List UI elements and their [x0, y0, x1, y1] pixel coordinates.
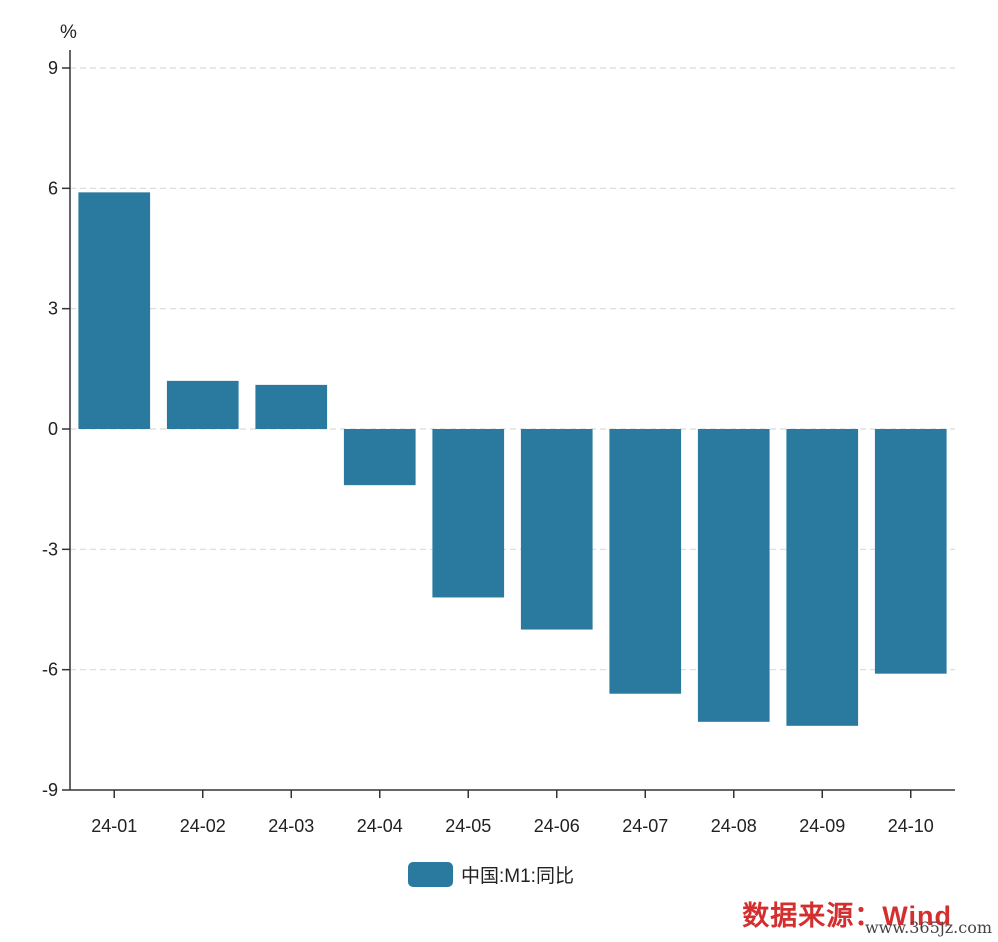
x-tick-label: 24-02	[180, 816, 226, 836]
x-tick-label: 24-10	[888, 816, 934, 836]
y-axis-unit: %	[60, 22, 77, 43]
bar-24-05[interactable]	[432, 429, 505, 598]
x-tick-label: 24-01	[91, 816, 137, 836]
bar-24-03[interactable]	[255, 384, 328, 429]
bar-24-01[interactable]	[78, 192, 151, 429]
x-axis-ticks: 24-01 24-02 24-03 24-04 24-05 24-06 24-07 24-08…	[91, 790, 934, 836]
axes	[69, 50, 955, 791]
y-tick-label: 9	[48, 58, 58, 78]
bar-24-06[interactable]	[520, 429, 593, 630]
x-tick-label: 24-04	[357, 816, 403, 836]
x-tick-label: 24-03	[268, 816, 314, 836]
y-tick-label: 0	[48, 419, 58, 439]
y-tick-label: -6	[42, 660, 58, 680]
bar-24-09[interactable]	[786, 429, 859, 726]
x-tick-label: 24-06	[534, 816, 580, 836]
bar-24-10[interactable]	[874, 429, 947, 674]
legend-label: 中国:M1:同比	[461, 865, 574, 887]
x-tick-label: 24-07	[622, 816, 668, 836]
bar-24-02[interactable]	[166, 380, 239, 429]
legend[interactable]: 中国:M1:同比	[408, 860, 574, 888]
y-tick-label: -9	[42, 780, 58, 800]
legend-swatch	[408, 861, 453, 887]
watermark: www.365jz.com	[864, 918, 992, 937]
x-tick-label: 24-08	[711, 816, 757, 836]
grid-lines	[70, 67, 955, 671]
data-source-note: 数据来源：Wind	[742, 901, 952, 931]
bar-24-08[interactable]	[697, 429, 770, 722]
bar-24-07[interactable]	[609, 429, 682, 694]
y-tick-label: -3	[42, 539, 58, 559]
bars	[78, 192, 947, 726]
y-tick-label: 6	[48, 178, 58, 198]
x-tick-label: 24-09	[799, 816, 845, 836]
y-axis-ticks: 9 6 3 0 -3 -6 -9	[42, 58, 70, 800]
bar-24-04[interactable]	[343, 429, 416, 486]
x-tick-label: 24-05	[445, 816, 491, 836]
y-tick-label: 3	[48, 299, 58, 319]
